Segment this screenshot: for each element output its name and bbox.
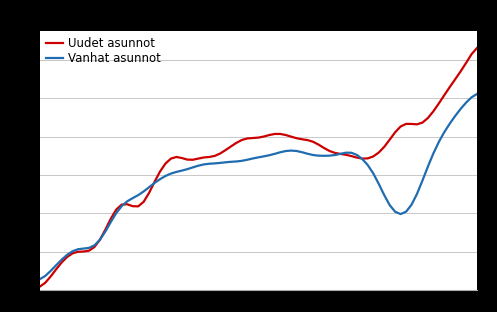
Vanhat asunnot	[359, 157, 365, 161]
Vanhat asunnot	[474, 92, 480, 96]
Uudet asunnot	[310, 140, 316, 144]
Vanhat asunnot	[37, 277, 43, 281]
Vanhat asunnot	[392, 210, 398, 214]
Uudet asunnot	[359, 157, 365, 160]
Legend: Uudet asunnot, Vanhat asunnot: Uudet asunnot, Vanhat asunnot	[43, 35, 164, 67]
Uudet asunnot	[414, 123, 420, 126]
Vanhat asunnot	[414, 192, 420, 196]
Uudet asunnot	[392, 130, 398, 134]
Uudet asunnot	[277, 132, 283, 136]
Uudet asunnot	[474, 46, 480, 50]
Line: Vanhat asunnot: Vanhat asunnot	[40, 94, 477, 279]
Vanhat asunnot	[310, 153, 316, 157]
Vanhat asunnot	[277, 150, 283, 154]
Line: Uudet asunnot: Uudet asunnot	[40, 48, 477, 287]
Uudet asunnot	[37, 285, 43, 289]
Uudet asunnot	[430, 110, 436, 113]
Vanhat asunnot	[430, 152, 436, 155]
